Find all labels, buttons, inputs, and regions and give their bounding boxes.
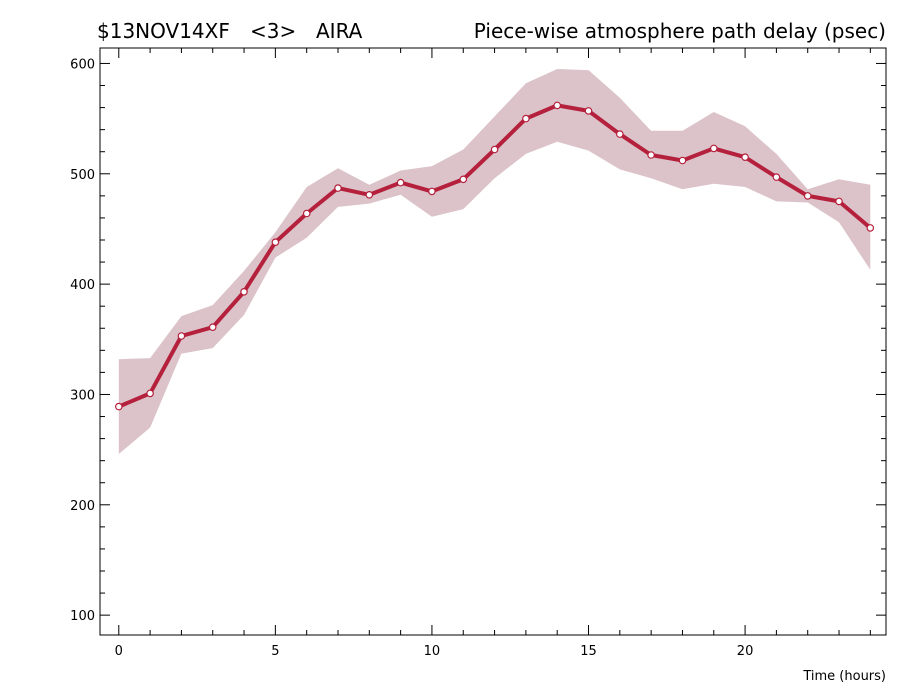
y-tick-label: 600 [70,57,95,72]
data-point [365,191,374,199]
experiment-name: $13NOV14XF [97,19,230,43]
x-tick-label: 0 [115,644,123,659]
plot-frame [99,47,887,636]
data-point [772,173,781,181]
y-tick-label: 200 [70,499,95,514]
data-point [177,332,186,340]
uncertainty-band-layer [118,69,871,454]
axis-ticks [100,48,886,635]
x-axis-label: Time (hours) [802,669,886,684]
data-point [334,184,342,192]
data-point [647,151,655,159]
data-point [459,175,468,184]
data-point [584,107,593,115]
station-name: AIRA [316,19,363,43]
x-tick-label: 15 [580,644,597,659]
x-tick-label: 20 [737,644,754,659]
data-point [709,144,718,153]
data-point [240,287,248,296]
y-tick-label: 400 [70,278,95,293]
data-point [615,130,624,138]
data-point [803,192,812,200]
y-tick-label: 300 [70,388,95,403]
data-point [146,389,154,398]
data-point [271,238,280,247]
chart-title: Piece-wise atmosphere path delay (psec) [474,19,886,43]
data-point [835,197,843,206]
data-point [115,402,123,411]
data-point [490,145,499,154]
x-tick-label: 10 [424,644,441,659]
data-point [208,323,217,332]
data-point-layer [115,101,875,411]
data-point [428,187,436,196]
y-tick-label: 100 [70,609,95,624]
data-point [553,101,562,110]
axis-tick-labels: 0 5 10 15 20 100 200 300 400 500 600 [70,57,753,659]
y-tick-label: 500 [70,168,95,183]
data-point [302,209,311,218]
uncertainty-band [118,69,871,454]
data-point [522,114,530,123]
experiment-index: <3> [250,19,296,43]
data-point [866,224,875,232]
x-tick-label: 5 [271,644,279,659]
data-point [678,156,687,165]
data-point [741,153,749,162]
data-point [396,178,405,187]
